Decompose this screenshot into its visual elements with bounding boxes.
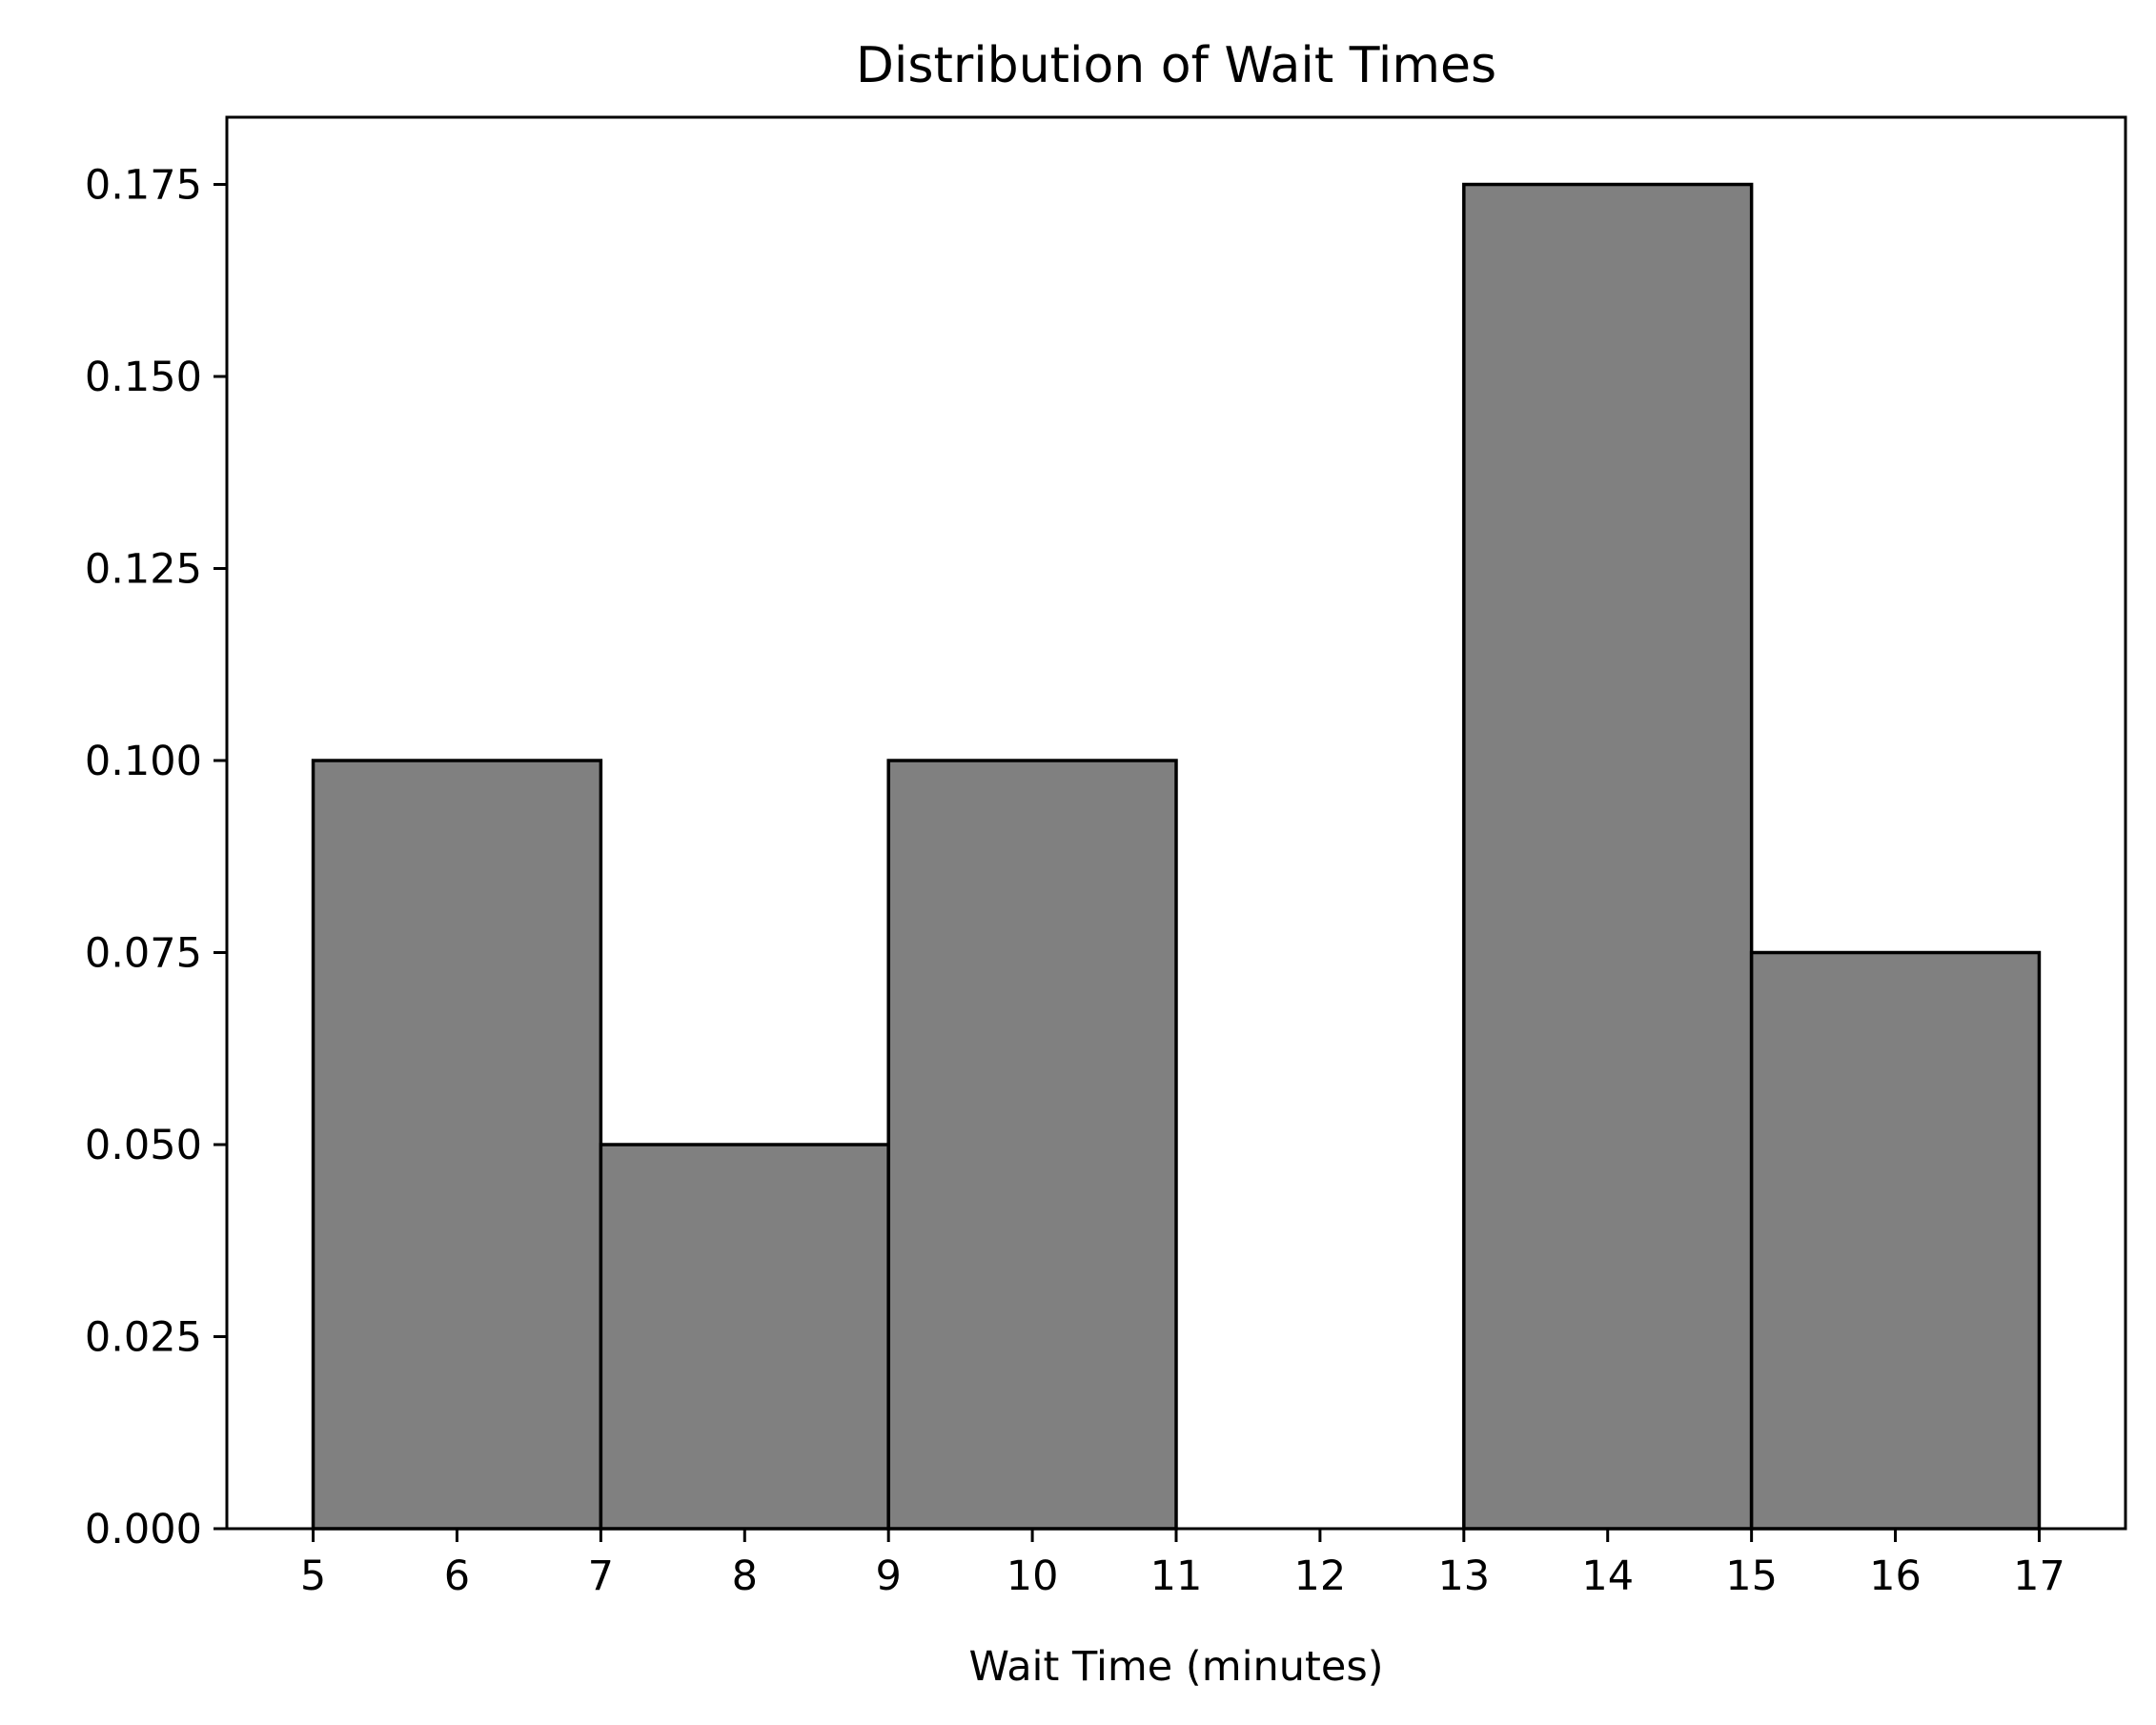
x-tick-label: 16 [1869,1552,1922,1600]
y-tick-label: 0.175 [85,162,202,210]
y-tick-label: 0.025 [85,1314,202,1362]
bars-layer [311,182,2042,1531]
y-tick-label: 0.075 [85,930,202,978]
x-tick-label: 8 [732,1552,758,1600]
histogram-bar-7-9 [599,1143,890,1531]
histogram-bar-15-17 [1749,950,2042,1531]
x-tick-label: 14 [1581,1552,1634,1600]
x-tick-label: 5 [300,1552,326,1600]
histogram-bar-13-15 [1462,182,1754,1531]
histogram-bar-9-11 [886,759,1178,1531]
chart-title: Distribution of Wait Times [856,37,1496,94]
x-tick-label: 15 [1725,1552,1778,1600]
x-axis-label: Wait Time (minutes) [968,1643,1383,1691]
x-tick-label: 12 [1294,1552,1347,1600]
y-tick-label: 0.000 [85,1506,202,1553]
x-axis-ticks: 5 6 7 8 9 10 11 12 13 14 15 16 17 [300,1529,2065,1600]
y-tick-label: 0.125 [85,546,202,594]
y-tick-label: 0.150 [85,354,202,401]
x-tick-label: 17 [2013,1552,2065,1600]
histogram-bar-5-7 [311,759,603,1531]
x-tick-label: 6 [444,1552,470,1600]
x-tick-label: 7 [588,1552,614,1600]
y-tick-label: 0.050 [85,1122,202,1169]
x-tick-label: 10 [1007,1552,1059,1600]
y-tick-label: 0.100 [85,738,202,785]
plot-area-frame [225,115,2127,1531]
x-tick-label: 13 [1437,1552,1490,1600]
x-tick-label: 11 [1150,1552,1203,1600]
y-axis-ticks: 0.000 0.025 0.050 0.075 0.100 0.125 0.150 0.175 [85,162,227,1553]
x-tick-label: 9 [876,1552,902,1600]
